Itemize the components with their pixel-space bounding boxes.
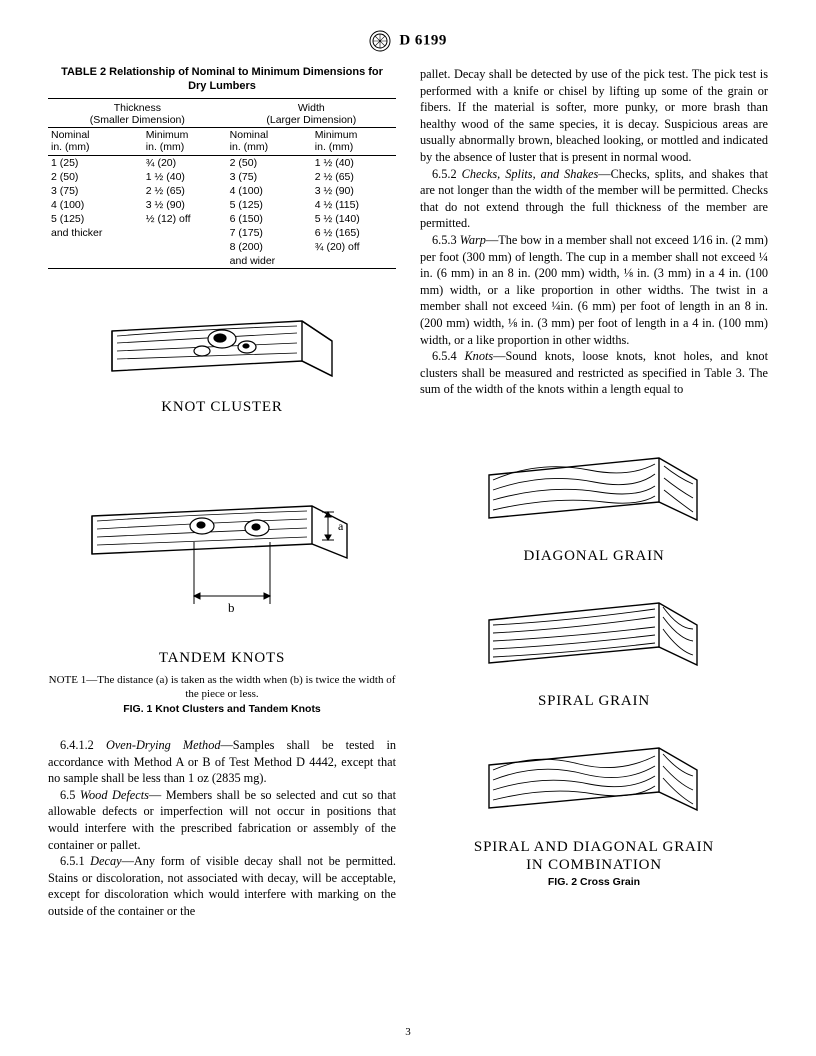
left-column: TABLE 2 Relationship of Nominal to Minim… bbox=[48, 66, 396, 920]
astm-logo bbox=[369, 30, 391, 52]
cell bbox=[143, 226, 227, 240]
col-header: Minimumin. (mm) bbox=[143, 127, 227, 155]
cell bbox=[312, 254, 396, 269]
cell: 1 (25) bbox=[48, 155, 143, 170]
cell: ¾ (20) off bbox=[312, 240, 396, 254]
fig1-caption: FIG. 1 Knot Clusters and Tandem Knots bbox=[48, 703, 396, 715]
fig-tandem-knots: a b TANDEM KNOTS bbox=[48, 486, 396, 667]
cell: 1 ½ (40) bbox=[143, 170, 227, 184]
cell: ¾ (20) bbox=[143, 155, 227, 170]
tandem-knots-label: TANDEM KNOTS bbox=[48, 650, 396, 667]
fig-knot-cluster: KNOT CLUSTER bbox=[48, 301, 396, 416]
knot-cluster-illustration bbox=[102, 301, 342, 391]
cell: and thicker bbox=[48, 226, 143, 240]
cell: 4 ½ (115) bbox=[312, 198, 396, 212]
page-number: 3 bbox=[0, 1026, 816, 1038]
tandem-knots-illustration: a b bbox=[82, 486, 362, 636]
table2: Thickness (Smaller Dimension) Width (Lar… bbox=[48, 98, 396, 269]
cell: 5 ½ (140) bbox=[312, 212, 396, 226]
col-header: Minimumin. (mm) bbox=[312, 127, 396, 155]
fig2-caption: FIG. 2 Cross Grain bbox=[420, 876, 768, 888]
cell: ½ (12) off bbox=[143, 212, 227, 226]
cell: 3 ½ (90) bbox=[143, 198, 227, 212]
cell: 3 ½ (90) bbox=[312, 184, 396, 198]
cell: 6 ½ (165) bbox=[312, 226, 396, 240]
right-body-text: pallet. Decay shall be detected by use o… bbox=[420, 66, 768, 398]
col-header: Nominalin. (mm) bbox=[48, 127, 143, 155]
cell: 2 (50) bbox=[48, 170, 143, 184]
combination-grain-illustration bbox=[479, 730, 709, 830]
cell: and wider bbox=[227, 254, 312, 269]
cell: 6 (150) bbox=[227, 212, 312, 226]
table2-title: TABLE 2 Relationship of Nominal to Minim… bbox=[48, 66, 396, 94]
cell: 4 (100) bbox=[48, 198, 143, 212]
fig1-note: NOTE 1—The distance (a) is taken as the … bbox=[48, 673, 396, 702]
cell bbox=[48, 240, 143, 254]
width-group-header: Width (Larger Dimension) bbox=[227, 98, 396, 127]
designation: D 6199 bbox=[399, 32, 447, 48]
spiral-grain-label: SPIRAL GRAIN bbox=[420, 693, 768, 710]
diagonal-grain-label: DIAGONAL GRAIN bbox=[420, 548, 768, 565]
fig-combination-grain: SPIRAL AND DIAGONAL GRAIN IN COMBINATION… bbox=[420, 730, 768, 888]
cell: 3 (75) bbox=[227, 170, 312, 184]
cell bbox=[143, 254, 227, 269]
fig-spiral-grain: SPIRAL GRAIN bbox=[420, 585, 768, 710]
cell: 5 (125) bbox=[48, 212, 143, 226]
col-header: Nominalin. (mm) bbox=[227, 127, 312, 155]
cell bbox=[48, 254, 143, 269]
diagonal-grain-illustration bbox=[479, 440, 709, 540]
knot-cluster-label: KNOT CLUSTER bbox=[48, 399, 396, 416]
cell: 2 ½ (65) bbox=[143, 184, 227, 198]
combination-grain-label: SPIRAL AND DIAGONAL GRAIN IN COMBINATION bbox=[420, 838, 768, 874]
cell: 2 (50) bbox=[227, 155, 312, 170]
cell: 4 (100) bbox=[227, 184, 312, 198]
dim-b-label: b bbox=[228, 600, 235, 615]
spiral-grain-illustration bbox=[479, 585, 709, 685]
cell: 8 (200) bbox=[227, 240, 312, 254]
right-column: pallet. Decay shall be detected by use o… bbox=[420, 66, 768, 920]
cell: 7 (175) bbox=[227, 226, 312, 240]
left-body-text: 6.4.1.2 Oven-Drying Method—Samples shall… bbox=[48, 737, 396, 920]
cell bbox=[143, 240, 227, 254]
cell: 2 ½ (65) bbox=[312, 170, 396, 184]
cell: 3 (75) bbox=[48, 184, 143, 198]
cell: 1 ½ (40) bbox=[312, 155, 396, 170]
fig-diagonal-grain: DIAGONAL GRAIN bbox=[420, 440, 768, 565]
thickness-group-header: Thickness (Smaller Dimension) bbox=[48, 98, 227, 127]
page-header: D 6199 bbox=[48, 30, 768, 52]
dim-a-label: a bbox=[338, 519, 344, 533]
two-column-layout: TABLE 2 Relationship of Nominal to Minim… bbox=[48, 66, 768, 920]
cell: 5 (125) bbox=[227, 198, 312, 212]
